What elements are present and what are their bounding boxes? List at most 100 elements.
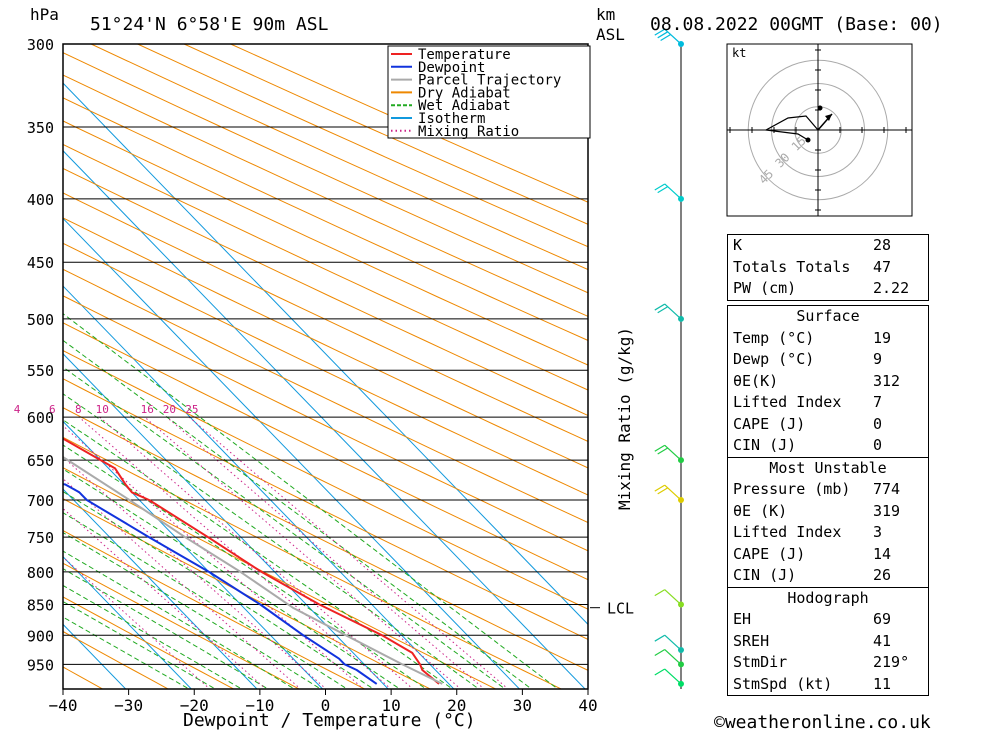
isotherm-line <box>63 623 127 689</box>
legend-box <box>387 45 591 139</box>
hodo-row: SREH 41 <box>733 631 892 650</box>
hodograph-unit: kt <box>732 46 746 60</box>
surface-row: Dewp (°C) 9 <box>733 350 883 368</box>
wet-adiabat-line <box>63 490 375 689</box>
wind-barb-shaft <box>664 444 682 461</box>
index-row-k: K 28 <box>733 236 892 254</box>
dry-adiabat-line <box>63 97 588 341</box>
x-tick-label: 0 <box>321 696 331 715</box>
dry-adiabat-line <box>63 322 588 581</box>
legend-label: Parcel Trajectory <box>418 73 561 89</box>
dry-adiabat-line <box>63 120 588 366</box>
index-row-totals: Totals Totals 47 <box>733 257 892 276</box>
mixing-ratio-label: 4 <box>14 403 21 416</box>
dry-adiabat-line <box>63 143 588 391</box>
hodo-row: EH 69 <box>733 610 892 628</box>
x-tick-label: 40 <box>578 696 597 715</box>
dry-adiabat-line <box>63 467 497 689</box>
wet-adiabat-line <box>63 512 348 689</box>
wind-barb-shaft <box>664 649 682 665</box>
mixing-ratio-label: 16 <box>141 403 154 416</box>
plot-frame <box>62 43 589 690</box>
dry-adiabat-line <box>63 596 235 689</box>
wind-barb-shaft <box>664 183 682 200</box>
pressure-tick-label: 600 <box>27 409 54 427</box>
dry-adiabat-line <box>63 167 588 417</box>
indices-top-table: K 28 Totals Totals 47 PW (cm) 2.22 <box>727 234 929 301</box>
km-unit: km <box>596 5 615 24</box>
mixing-ratio-axis-title: Mixing Ratio (g/kg) <box>615 327 634 510</box>
dry-adiabat-line <box>63 52 588 294</box>
x-tick-label: −10 <box>245 696 274 715</box>
index-row-pw: PW (cm) 2.22 <box>733 279 910 297</box>
hodograph-trace <box>764 115 819 141</box>
legend-label: Wet Adiabat <box>418 98 511 114</box>
wet-adiabat-line <box>63 468 401 689</box>
lcl-label: LCL <box>607 600 634 618</box>
dry-adiabat-line <box>63 436 563 689</box>
surface-row: Temp (°C) 19 <box>733 328 892 347</box>
mixing-ratio-label: 20 <box>163 403 176 416</box>
isotherm-line <box>63 285 455 689</box>
wind-barb-shaft <box>664 303 682 320</box>
wind-barb-flag <box>654 444 666 452</box>
x-tick-label: −30 <box>114 696 143 715</box>
wind-barb-flag <box>654 649 666 657</box>
dry-adiabat-line <box>183 44 588 225</box>
legend-label: Temperature <box>418 47 511 63</box>
dry-adiabat-line <box>63 407 588 671</box>
pressure-tick-label: 650 <box>27 452 54 470</box>
hodo-row: StmSpd (kt) 11 <box>733 674 892 693</box>
x-axis-title: Dewpoint / Temperature (°C) <box>183 710 476 731</box>
wet-adiabat-line <box>63 568 269 689</box>
mixing-ratio-label: 10 <box>96 403 109 416</box>
hodo-row: StmDir 219° <box>733 653 910 671</box>
mixing-ratio-line <box>63 507 264 687</box>
wind-barb-flag <box>657 487 669 495</box>
wet-adiabat-line <box>63 584 243 689</box>
datetime-label: 08.08.2022 00GMT (Base: 00) <box>650 14 943 35</box>
dewpoint-line <box>63 483 378 685</box>
mu-row: CIN (J) 26 <box>733 566 892 584</box>
mixing-ratio-line <box>78 416 389 687</box>
pressure-tick-label: 550 <box>27 362 54 380</box>
surface-row: CAPE (J) 0 <box>733 414 883 433</box>
mixing-ratio-line <box>166 416 482 687</box>
pressure-tick-label: 500 <box>27 311 54 329</box>
dry-adiabat-line <box>63 192 588 442</box>
pressure-tick-label: 750 <box>27 529 54 547</box>
isotherm-line <box>63 353 389 689</box>
surface-table: Surface Temp (°C) 19 Dewp (°C) 9 θE(K) 312 … <box>727 305 929 696</box>
axis-ticks: 1234681016202530035040045050055060065070… <box>14 36 634 715</box>
wind-barb-shaft <box>664 484 682 501</box>
dry-adiabat-line <box>63 498 432 689</box>
storm-motion-arrowhead <box>825 114 832 121</box>
wind-barb-flag <box>660 33 671 42</box>
temperature-line <box>63 437 440 685</box>
pressure-tick-label: 850 <box>27 597 54 615</box>
wind-barb-flag <box>654 484 666 492</box>
mu-row: Pressure (mb) 774 <box>733 480 901 498</box>
wind-barb-shaft <box>664 668 682 685</box>
parcel-trajectory-line <box>63 455 443 685</box>
wind-barb-flag <box>654 668 666 676</box>
credit-label: ©weatheronline.co.uk <box>714 712 931 733</box>
wet-adiabat-line <box>63 339 533 689</box>
pressure-tick-label: 700 <box>27 492 54 510</box>
x-tick-label: −20 <box>180 696 209 715</box>
surface-row: Lifted Index 7 <box>733 393 883 411</box>
pressure-tick-label: 400 <box>27 191 54 209</box>
legend-label: Isotherm <box>418 111 485 127</box>
hodograph-storm-dot <box>805 137 811 143</box>
dry-adiabat-line <box>63 562 301 689</box>
mixing-ratio-line <box>144 416 459 687</box>
most-unstable-title: Most Unstable <box>769 458 887 477</box>
surface-row: CIN (J) 0 <box>733 436 883 454</box>
dry-adiabat-line <box>137 44 588 248</box>
mixing-ratio-line <box>63 556 208 687</box>
hodograph-title: Hodograph <box>787 588 869 607</box>
wind-barb-flag <box>654 589 666 597</box>
mu-row: CAPE (J) 14 <box>733 544 892 563</box>
hodograph-point <box>817 105 823 111</box>
legend-label: Mixing Ratio <box>418 124 519 140</box>
